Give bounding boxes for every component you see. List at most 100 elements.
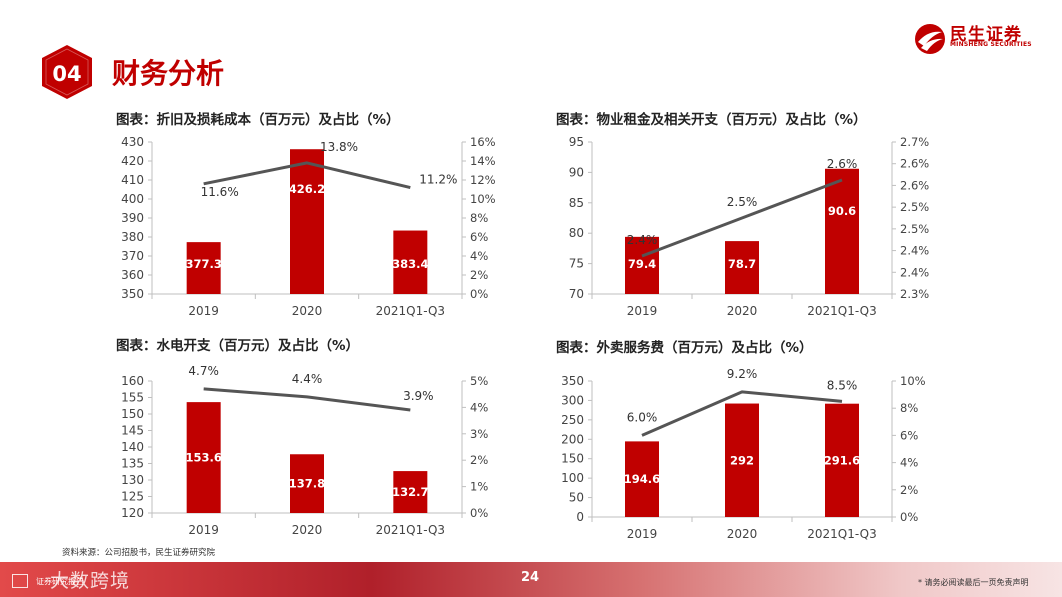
c1-y-tick-label: 410 <box>121 173 144 187</box>
c4-y-tick-label: 350 <box>561 374 584 388</box>
c4-bar <box>725 403 759 517</box>
section-title: 财务分析 <box>112 57 225 90</box>
brand-name-en: MINSHENG SECURITIES <box>950 41 1032 48</box>
c2-y2-tick-label: 2.3% <box>900 287 929 301</box>
minsheng-logo-icon <box>915 24 945 54</box>
c2-y2-tick-label: 2.4% <box>900 244 929 258</box>
disclaimer: * 请务必阅读最后一页免责声明 <box>918 578 1029 587</box>
c4-line-data-label: 6.0% <box>627 410 658 424</box>
c1-x-tick-label: 2020 <box>292 304 323 318</box>
c3-bar-data-label: 137.8 <box>289 477 325 491</box>
c2-x-tick-label: 2020 <box>727 304 758 318</box>
c2-bar-data-label: 78.7 <box>728 257 756 271</box>
c3-y-tick-label: 135 <box>121 457 144 471</box>
c4-y2-tick-label: 4% <box>900 456 918 470</box>
c2-line-data-label: 2.6% <box>827 157 858 171</box>
c1-y-tick-label: 400 <box>121 192 144 206</box>
c2-bar-data-label: 79.4 <box>628 257 656 271</box>
c4-bar <box>825 403 859 517</box>
c4-y-tick-label: 100 <box>561 471 584 485</box>
c1-y-tick-label: 390 <box>121 211 144 225</box>
c3-x-tick-label: 2019 <box>188 523 219 537</box>
c1-bar <box>393 230 428 294</box>
c2-bar-data-label: 90.6 <box>828 204 856 218</box>
c1-y-tick-label: 360 <box>121 268 144 282</box>
c2-bar <box>625 236 659 294</box>
c1-line-data-label: 11.2% <box>419 173 457 187</box>
c1-y2-tick-label: 10% <box>470 192 496 206</box>
c4-y-tick-label: 50 <box>569 491 584 505</box>
page-number: 24 <box>520 570 540 585</box>
c3-y-tick-label: 145 <box>121 424 144 438</box>
c2-line-data-label: 2.4% <box>627 233 658 247</box>
c1-y2-tick-label: 2% <box>470 268 488 282</box>
c3-y2-tick-label: 1% <box>470 480 488 494</box>
footer-bar <box>0 562 1062 597</box>
c3-bar <box>290 454 324 513</box>
c4-y-tick-label: 0 <box>576 510 584 524</box>
c1-y-tick-label: 370 <box>121 249 144 263</box>
c2-y2-tick-label: 2.5% <box>900 200 929 214</box>
c2-y2-tick-label: 2.6% <box>900 178 929 192</box>
c2-y2-tick-label: 2.7% <box>900 135 929 149</box>
c4-bar-data-label: 194.6 <box>624 472 660 486</box>
watermark-small-text: 证券研究报告 <box>36 577 84 586</box>
c2-x-tick-label: 2021Q1-Q3 <box>807 304 876 318</box>
c3-y2-tick-label: 3% <box>470 427 488 441</box>
c2-ratio-line <box>641 178 843 258</box>
c4-line-data-label: 9.2% <box>727 367 758 381</box>
c3-y-tick-label: 150 <box>121 407 144 421</box>
c4-y-tick-label: 200 <box>561 432 584 446</box>
c3-y2-tick-label: 0% <box>470 506 488 520</box>
c3-bar-data-label: 132.7 <box>392 485 428 499</box>
c2-y2-tick-label: 2.5% <box>900 222 929 236</box>
c1-y2-tick-label: 16% <box>470 135 496 149</box>
c3-x-tick-label: 2021Q1-Q3 <box>376 523 445 537</box>
chart-title-rent: 图表：物业租金及相关开支（百万元）及占比（%） <box>556 112 867 128</box>
c3-bar-data-label: 153.6 <box>185 451 221 465</box>
chart-title-utilities: 图表：水电开支（百万元）及占比（%） <box>116 338 360 354</box>
c4-line-data-label: 8.5% <box>827 378 858 392</box>
c2-x-tick-label: 2019 <box>627 304 658 318</box>
chart-title-depreciation: 图表：折旧及损耗成本（百万元）及占比（%） <box>116 112 400 128</box>
c4-x-tick-label: 2021Q1-Q3 <box>807 527 876 541</box>
c1-y2-tick-label: 0% <box>470 287 488 301</box>
watermark-icon <box>12 574 28 588</box>
c3-y2-tick-label: 5% <box>470 374 488 388</box>
c1-line-data-label: 13.8% <box>320 140 358 154</box>
c3-bar <box>186 402 221 513</box>
c4-ratio-line <box>641 390 843 437</box>
c3-y-tick-label: 130 <box>121 473 144 487</box>
c1-x-tick-label: 2021Q1-Q3 <box>376 304 445 318</box>
section-number-badge: 04 <box>42 45 92 99</box>
chart-title-delivery: 图表：外卖服务费（百万元）及占比（%） <box>556 340 813 356</box>
c4-bar-data-label: 292 <box>730 453 754 467</box>
c1-y-tick-label: 350 <box>121 287 144 301</box>
c1-y2-tick-label: 12% <box>470 173 496 187</box>
c3-y-tick-label: 160 <box>121 374 144 388</box>
c4-y2-tick-label: 0% <box>900 510 918 524</box>
c2-y2-tick-label: 2.6% <box>900 157 929 171</box>
c2-y2-tick-label: 2.4% <box>900 265 929 279</box>
c1-x-tick-label: 2019 <box>188 304 219 318</box>
c3-line-data-label: 4.7% <box>188 364 219 378</box>
c4-x-tick-label: 2019 <box>627 527 658 541</box>
c3-y-tick-label: 125 <box>121 490 144 504</box>
brand-name-cn: 民生证券 <box>950 25 1022 45</box>
c4-y2-tick-label: 8% <box>900 401 918 415</box>
c3-line-data-label: 4.4% <box>292 372 323 386</box>
c4-y-tick-label: 150 <box>561 452 584 466</box>
c3-y-tick-label: 155 <box>121 391 144 405</box>
c4-y2-tick-label: 10% <box>900 374 926 388</box>
c4-bar-data-label: 291.6 <box>824 453 860 467</box>
source-note: 资料来源：公司招股书，民生证券研究院 <box>62 548 216 558</box>
c3-ratio-line <box>203 387 411 412</box>
c4-y-tick-label: 250 <box>561 413 584 427</box>
c3-y2-tick-label: 4% <box>470 400 488 414</box>
c3-bar <box>393 471 428 513</box>
c1-ratio-line <box>203 161 411 190</box>
c1-line-data-label: 11.6% <box>201 185 239 199</box>
c1-bar-data-label: 426.2 <box>289 182 325 196</box>
c4-bar <box>625 441 659 517</box>
